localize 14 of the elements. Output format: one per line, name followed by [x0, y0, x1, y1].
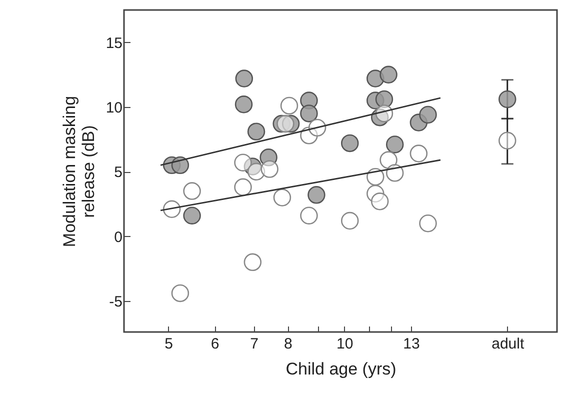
x-tick-label: 10	[336, 336, 354, 352]
x-axis-title: Child age (yrs)	[286, 360, 396, 378]
x-tick-label: 8	[284, 336, 292, 352]
y-tick-label: 5	[114, 164, 122, 182]
y-tick-label: 10	[106, 99, 122, 116]
x-tick-label: adult	[492, 336, 525, 352]
y-tick-label: 0	[114, 228, 122, 246]
x-tick-label: 7	[250, 336, 258, 352]
y-tick-label: -5	[109, 293, 122, 310]
x-tick-label: 6	[210, 336, 220, 352]
x-tick-label: 13	[403, 336, 420, 352]
y-tick-label: 15	[106, 34, 122, 52]
x-tick-label: 5	[164, 336, 173, 352]
y-axis-title: Modulation masking release (dB)	[60, 96, 98, 248]
